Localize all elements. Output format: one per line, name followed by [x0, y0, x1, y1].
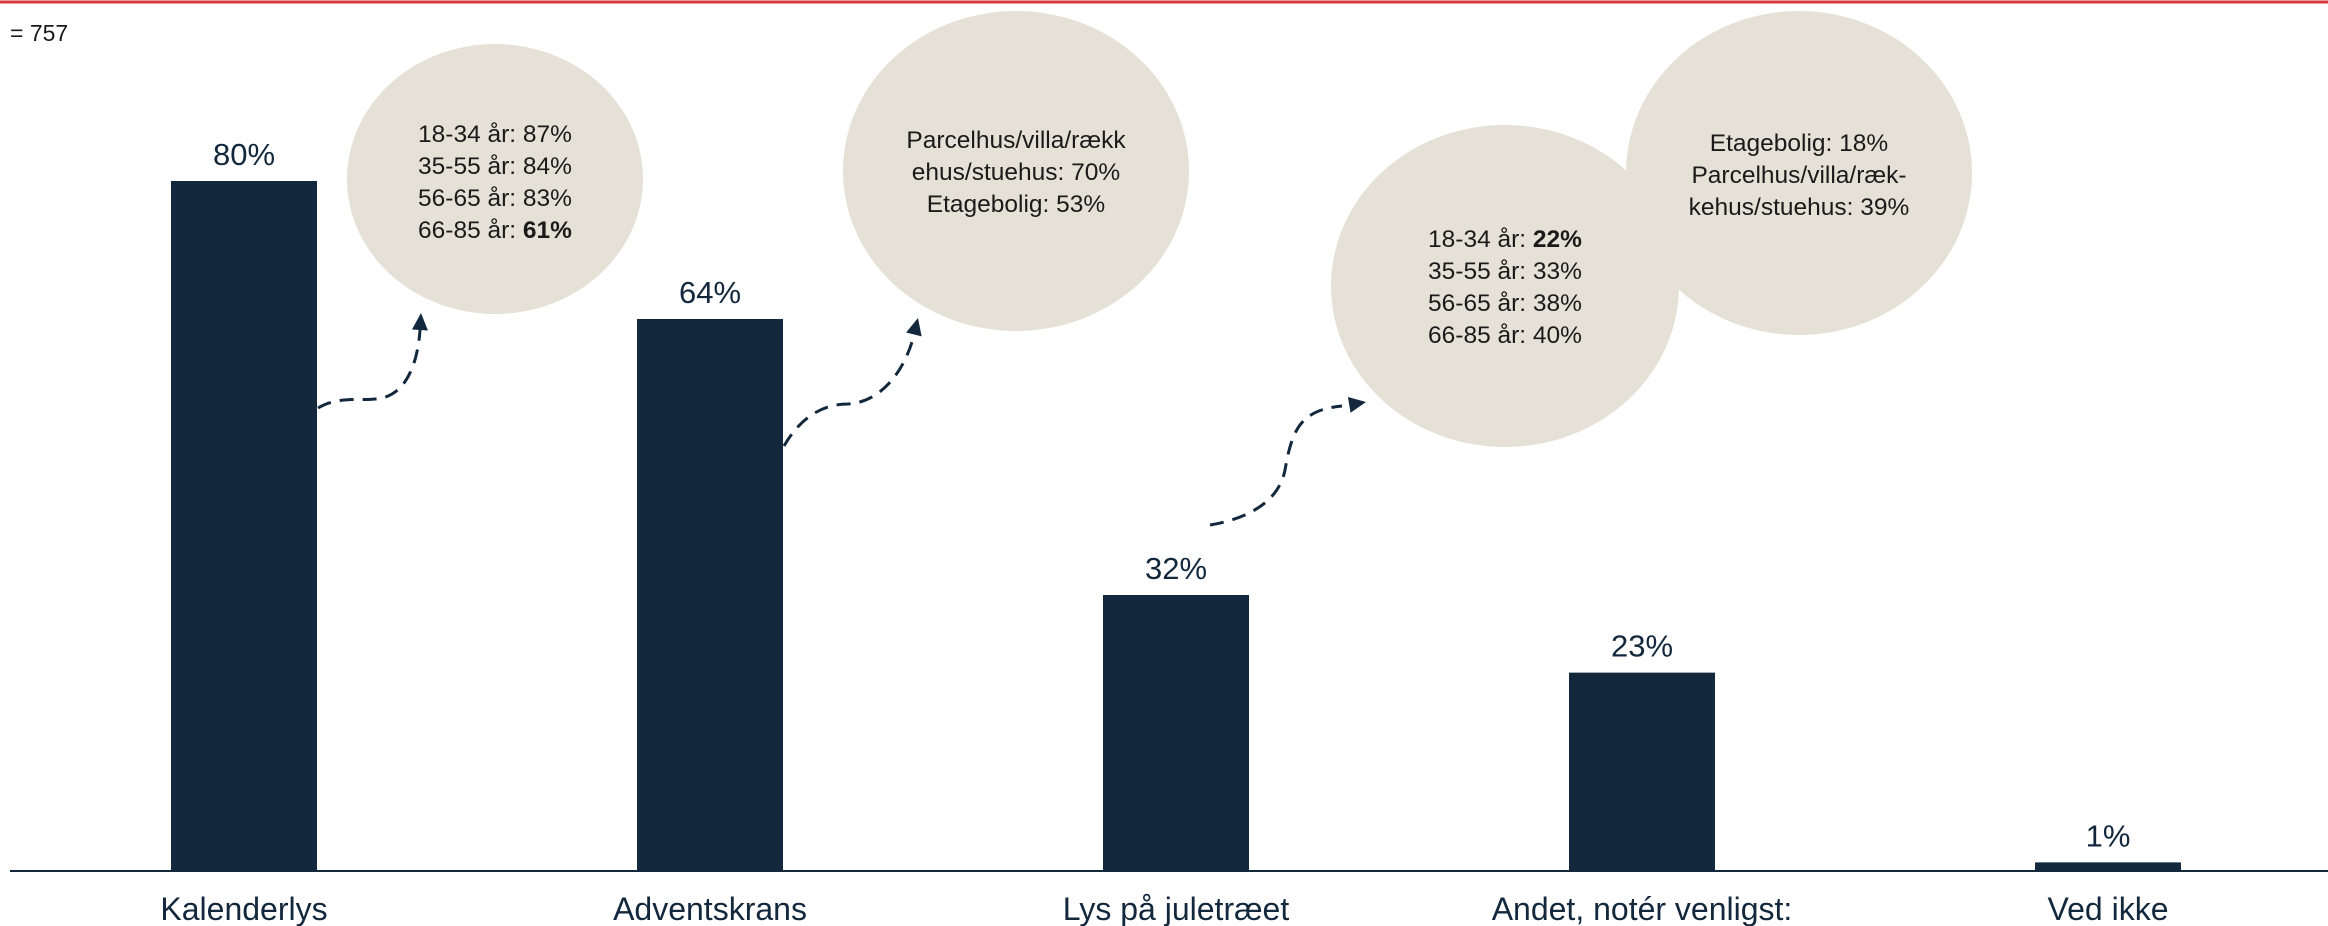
annotation-bubble-age-lys: [1331, 125, 1679, 447]
arrow-adventskrans: [782, 334, 916, 447]
arrow-lys: [1209, 404, 1343, 527]
bars: [171, 181, 2181, 871]
annotation-emphasis: 61%: [523, 217, 572, 244]
annotation-arrows: [317, 313, 1366, 527]
annotation-line: 66-85 år: 40%: [1428, 322, 1582, 349]
category-labels: Kalenderlys Adventskrans Lys på juletræet A…: [160, 891, 2168, 926]
annotation-text: 66-85 år:: [418, 217, 523, 244]
value-label-ved-ikke: 1%: [2086, 818, 2131, 853]
annotation-line: 18-34 år: 22%: [1428, 226, 1582, 253]
sample-size-label: = 757: [10, 20, 68, 46]
annotation-text: Parcelhus/villa/ræk-: [1691, 162, 1906, 189]
category-label-kalenderlys: Kalenderlys: [160, 891, 327, 926]
bar-lys-pa-juletr-et: [1103, 595, 1249, 871]
annotation-text: kehus/stuehus: 39%: [1689, 194, 1910, 221]
arrow-kalenderlys: [317, 329, 422, 410]
annotation-bubble-housing-adventskrans: [843, 11, 1189, 331]
annotation-text: Parcelhus/villa/rækk: [906, 127, 1126, 154]
arrowhead-icon: [906, 318, 922, 337]
category-label-adventskrans: Adventskrans: [613, 891, 807, 926]
annotation-line: Parcelhus/villa/rækk: [906, 127, 1126, 154]
annotation-line: Etagebolig: 53%: [927, 191, 1105, 218]
annotation-text: ehus/stuehus: 70%: [912, 159, 1120, 186]
arrowhead-icon: [1347, 396, 1366, 413]
annotation-text: 35-55 år: 33%: [1428, 258, 1582, 285]
annotation-line: 35-55 år: 33%: [1428, 258, 1582, 285]
value-labels: 80% 64% 32% 23% 1%: [213, 137, 2130, 853]
annotation-line: kehus/stuehus: 39%: [1689, 194, 1910, 221]
annotation-line: 66-85 år: 61%: [418, 217, 572, 244]
value-label-andet-noter-venligst: 23%: [1611, 629, 1673, 664]
annotation-bubbles: 18-34 år: 87% 35-55 år: 84% 56-65 år: 83% 6…: [347, 11, 1972, 447]
annotation-emphasis: 22%: [1533, 226, 1582, 253]
annotation-line: ehus/stuehus: 70%: [912, 159, 1120, 186]
annotation-line: 35-55 år: 84%: [418, 153, 572, 180]
category-label-andet-noter-venligst: Andet, notér venligst:: [1492, 891, 1793, 926]
annotation-text: 56-65 år: 38%: [1428, 290, 1582, 317]
annotation-line: 56-65 år: 38%: [1428, 290, 1582, 317]
value-label-lys-pa-juletr-et: 32%: [1145, 551, 1207, 586]
annotation-line: Etagebolig: 18%: [1710, 130, 1888, 157]
arrowhead-icon: [411, 313, 428, 331]
category-label-lys-pa-juletr-et: Lys på juletræet: [1063, 891, 1290, 926]
annotation-text: 56-65 år: 83%: [418, 185, 572, 212]
annotation-text: 18-34 år:: [1428, 226, 1533, 253]
annotation-bubble-age-kalenderlys: [347, 44, 643, 314]
annotation-text: 35-55 år: 84%: [418, 153, 572, 180]
annotation-line: 18-34 år: 87%: [418, 121, 572, 148]
bar-kalenderlys: [171, 181, 317, 871]
bar-adventskrans: [637, 319, 783, 871]
annotation-text: 18-34 år: 87%: [418, 121, 572, 148]
category-label-ved-ikke: Ved ikke: [2048, 891, 2169, 926]
annotation-text: Etagebolig: 53%: [927, 191, 1105, 218]
annotation-line: Parcelhus/villa/ræk-: [1691, 162, 1906, 189]
value-label-kalenderlys: 80%: [213, 137, 275, 172]
annotation-line: 56-65 år: 83%: [418, 185, 572, 212]
annotation-bubble-housing-lys: [1626, 11, 1972, 335]
bar-ved-ikke: [2035, 862, 2181, 871]
annotation-text: Etagebolig: 18%: [1710, 130, 1888, 157]
bar-andet-noter-venligst: [1569, 672, 1715, 871]
value-label-adventskrans: 64%: [679, 275, 741, 310]
annotation-text: 66-85 år: 40%: [1428, 322, 1582, 349]
